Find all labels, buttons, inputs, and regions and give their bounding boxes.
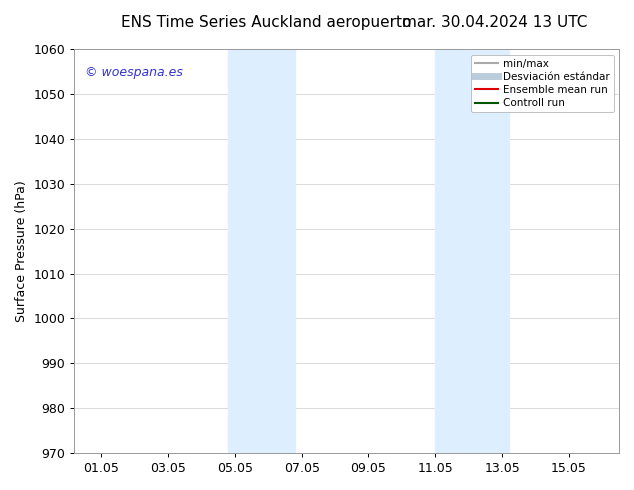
Text: ENS Time Series Auckland aeropuerto: ENS Time Series Auckland aeropuerto: [121, 15, 411, 30]
Bar: [228, 49, 295, 453]
Text: © woespana.es: © woespana.es: [86, 66, 183, 78]
Legend: min/max, Desviación estándar, Ensemble mean run, Controll run: min/max, Desviación estándar, Ensemble m…: [470, 54, 614, 112]
Bar: [436, 49, 508, 453]
Text: mar. 30.04.2024 13 UTC: mar. 30.04.2024 13 UTC: [402, 15, 587, 30]
Y-axis label: Surface Pressure (hPa): Surface Pressure (hPa): [15, 180, 28, 322]
